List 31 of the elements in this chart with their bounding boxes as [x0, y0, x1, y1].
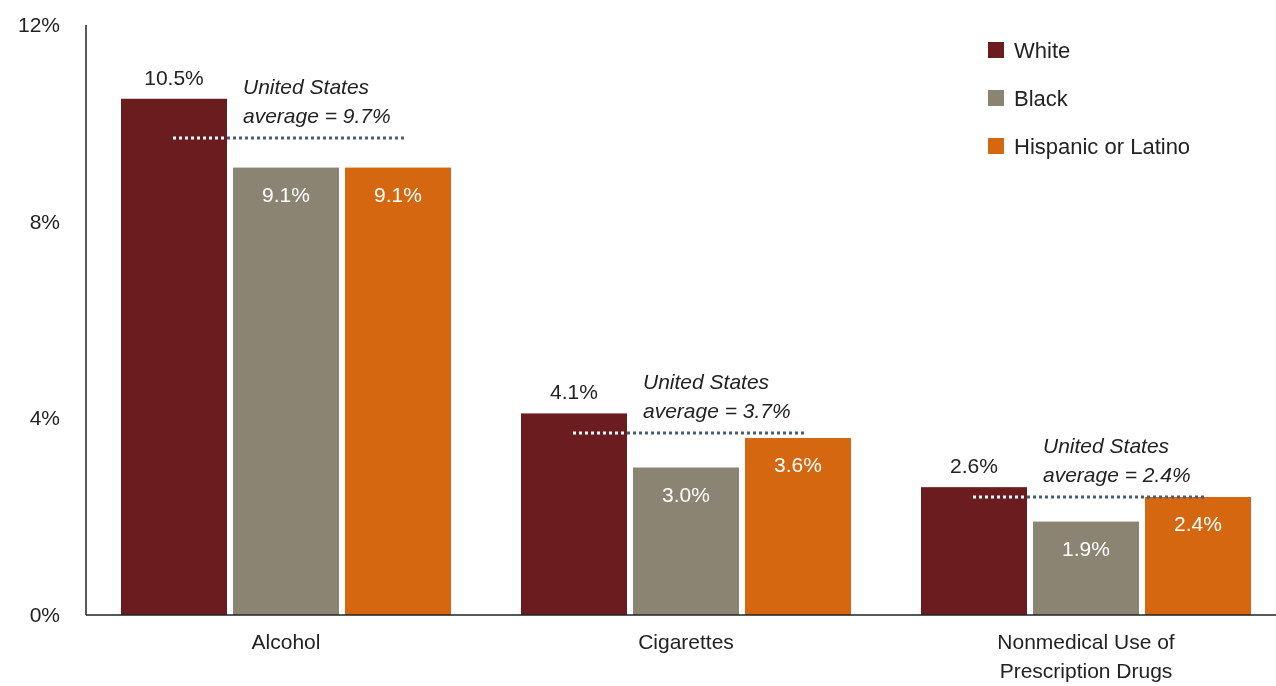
- bar: [921, 487, 1027, 615]
- data-label: 3.0%: [662, 482, 710, 506]
- bar: [345, 167, 451, 615]
- legend-label: Hispanic or Latino: [1014, 134, 1191, 159]
- data-label: 9.1%: [262, 182, 310, 206]
- data-label: 10.5%: [144, 65, 204, 89]
- y-tick-label: 0%: [29, 603, 60, 626]
- ref-line-label: United States average = 2.4%: [1043, 434, 1191, 486]
- y-tick-label: 12%: [17, 13, 60, 36]
- bar: [521, 413, 627, 615]
- bar: [1033, 521, 1139, 615]
- data-label: 3.6%: [774, 453, 822, 476]
- ref-line-label: United States average = 3.7%: [643, 370, 791, 423]
- data-label: 9.1%: [374, 182, 422, 206]
- bar: [233, 167, 339, 615]
- data-label: 1.9%: [1062, 536, 1110, 560]
- data-label: 2.4%: [1174, 512, 1222, 535]
- legend-label: White: [1014, 38, 1071, 63]
- bar: [1145, 497, 1251, 615]
- x-tick-label: Nonmedical Use of Prescription Drugs: [997, 630, 1175, 682]
- bar: [745, 438, 851, 615]
- data-label: 2.6%: [950, 454, 998, 478]
- y-tick-label: 4%: [29, 406, 60, 430]
- x-tick-label: Cigarettes: [638, 630, 734, 653]
- legend-label: Black: [1014, 86, 1069, 111]
- bar: [633, 467, 739, 615]
- bar: [121, 98, 227, 615]
- y-tick-label: 8%: [29, 209, 60, 233]
- ref-line-label: United States average = 9.7%: [243, 75, 391, 128]
- x-tick-label: Alcohol: [251, 630, 321, 653]
- data-label: 4.1%: [550, 380, 598, 404]
